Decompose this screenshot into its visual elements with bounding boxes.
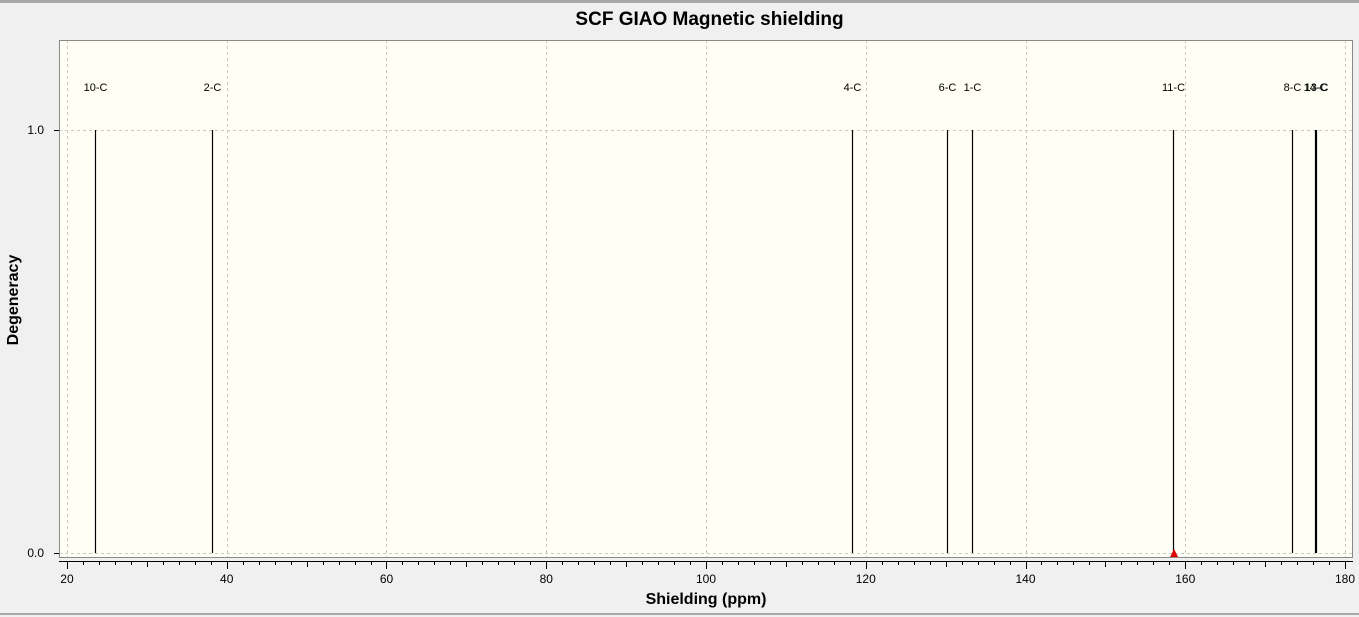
x-tick-label: 40 xyxy=(220,572,234,586)
peak-label: 4-C xyxy=(844,82,862,94)
x-tick-label: 180 xyxy=(1335,572,1355,586)
x-tick-label: 80 xyxy=(540,572,554,586)
peak-label: 1-C xyxy=(964,82,982,94)
axis-ticks: 20 40 60 80 100 120 140 160 180 0.0 1.0 xyxy=(27,123,1355,586)
plot-border xyxy=(59,40,1353,558)
y-tick-label: 1.0 xyxy=(27,123,44,137)
x-tick-label: 60 xyxy=(380,572,394,586)
peak-label: 2-C xyxy=(204,82,222,94)
x-tick-label: 20 xyxy=(60,572,74,586)
peak-series: 10-C 2-C 4-C 6-C 1-C 11-C 8-C 14-C13-C xyxy=(84,82,1329,557)
peak-label: 14-C xyxy=(1304,82,1328,94)
x-axis-label: Shielding (ppm) xyxy=(645,591,767,608)
window-bottom-border xyxy=(0,613,1359,615)
grid-lines xyxy=(59,40,1353,558)
x-tick-label: 100 xyxy=(696,572,716,586)
x-tick-label: 120 xyxy=(856,572,876,586)
peak-label: 13-C xyxy=(1305,82,1329,94)
window-top-border xyxy=(0,0,1359,3)
peak-label: 8-C xyxy=(1284,82,1302,94)
peak-label: 10-C xyxy=(84,82,108,94)
x-tick-label: 160 xyxy=(1175,572,1195,586)
peak-label: 11-C xyxy=(1162,82,1185,94)
peak-label: 6-C xyxy=(939,82,957,94)
chart-title: SCF GIAO Magnetic shielding xyxy=(575,9,844,30)
y-tick-label: 0.0 xyxy=(27,546,44,560)
cursor-marker[interactable] xyxy=(1170,549,1179,557)
x-tick-label: 140 xyxy=(1015,572,1035,586)
